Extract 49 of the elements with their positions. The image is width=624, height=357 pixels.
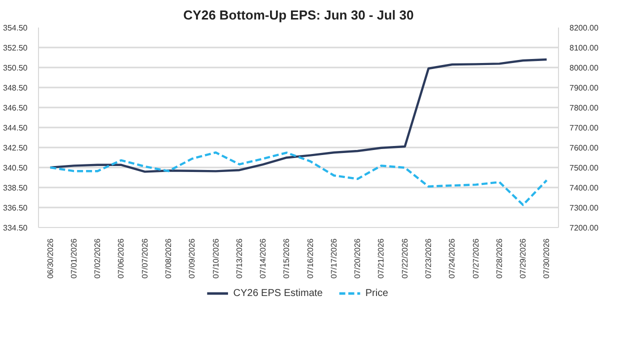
y-tick-label: 348.50	[3, 84, 28, 92]
x-tick-label: 07/13/2026	[234, 238, 244, 279]
y-tick-label: 354.50	[3, 24, 28, 32]
x-tick-label: 07/02/2026	[93, 238, 102, 279]
y-tick-label: 344.50	[3, 124, 28, 132]
x-tick-label: 07/30/2026	[542, 238, 552, 279]
chart-title: CY26 Bottom-Up EPS: Jun 30 - Jul 30	[183, 8, 414, 22]
x-tick-label: 07/10/2026	[211, 238, 220, 279]
y-tick-label: 340.50	[3, 164, 28, 172]
x-tick-label: 07/01/2026	[69, 238, 78, 279]
y2-tick-label: 7600.00	[570, 144, 599, 152]
x-tick-label: 07/15/2026	[282, 238, 292, 279]
y-tick-label: 346.50	[3, 104, 28, 112]
y2-tick-label: 7300.00	[570, 204, 599, 212]
y2-tick-label: 7500.00	[570, 164, 599, 172]
x-tick-label: 07/16/2026	[306, 238, 315, 279]
y2-tick-label: 7700.00	[570, 124, 599, 132]
x-tick-label: 07/14/2026	[258, 238, 268, 279]
line-series	[49, 58, 548, 173]
y-tick-label: 352.50	[3, 44, 28, 52]
x-tick-label: 07/08/2026	[164, 238, 173, 279]
x-tick-label: 07/17/2026	[329, 238, 338, 279]
y-tick-label: 338.50	[3, 184, 28, 192]
x-tick-label: 07/28/2026	[494, 238, 504, 279]
y2-tick-label: 8100.00	[570, 44, 599, 52]
y2-tick-label: 7200.00	[570, 224, 599, 232]
x-tick-label: 07/09/2026	[188, 238, 197, 279]
x-tick-label: 07/29/2026	[518, 238, 528, 279]
y2-tick-label: 8200.00	[570, 24, 599, 32]
y-tick-label: 342.50	[3, 144, 28, 152]
y-tick-label: 334.50	[3, 224, 28, 232]
x-tick-label: 07/27/2026	[471, 238, 480, 279]
y2-tick-label: 7800.00	[570, 104, 599, 112]
x-tick-label: 06/30/2026	[46, 238, 55, 279]
legend-label: Price	[365, 288, 389, 299]
x-tick-label: 07/24/2026	[448, 238, 457, 279]
y-tick-label: 336.50	[3, 204, 28, 212]
y2-tick-label: 7900.00	[570, 84, 599, 92]
x-tick-label: 07/21/2026	[376, 238, 386, 279]
x-tick-label: 07/06/2026	[116, 238, 126, 279]
x-tick-label: 07/22/2026	[400, 238, 410, 279]
y-tick-label: 350.50	[3, 64, 28, 72]
line-series	[49, 151, 548, 206]
y2-tick-label: 7400.00	[570, 184, 599, 192]
x-tick-label: 07/20/2026	[353, 238, 362, 279]
legend-label: CY26 EPS Estimate	[233, 288, 324, 299]
x-tick-label: 07/23/2026	[424, 238, 433, 279]
y2-tick-label: 8000.00	[570, 64, 599, 72]
x-tick-label: 07/07/2026	[140, 238, 150, 279]
